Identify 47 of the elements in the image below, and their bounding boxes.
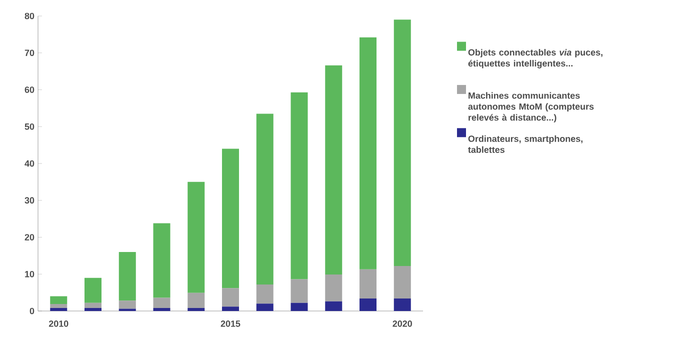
x-tick-label: 2010 [48, 320, 68, 327]
y-tick-label: 80 [24, 12, 34, 20]
bar [222, 148, 240, 288]
bar [325, 274, 342, 302]
bar [50, 296, 68, 304]
bar [84, 278, 102, 303]
bar [394, 298, 411, 311]
y-tick-label: 0 [30, 308, 34, 314]
y-tick-label: 10 [25, 270, 34, 278]
bar [188, 308, 205, 311]
bar [256, 284, 274, 304]
bar [290, 302, 308, 311]
bar [394, 20, 411, 266]
bar [50, 304, 68, 308]
bar [153, 298, 170, 308]
x-tick-label: 2020 [392, 320, 412, 327]
bar [84, 302, 102, 308]
bar [394, 266, 411, 298]
bar [188, 292, 205, 308]
bar [360, 298, 377, 311]
bar [222, 288, 240, 307]
y-tick-label: 20 [24, 234, 34, 240]
legend-label: Objets connectables via puces, étiquettes intelligentes... [468, 48, 602, 68]
y-tick-label: 70 [24, 50, 34, 56]
bar [256, 304, 274, 311]
x-tick-label: 2015 [220, 320, 240, 327]
bar [360, 269, 377, 298]
y-tick-label: 50 [24, 123, 34, 130]
bar [153, 223, 170, 298]
bar [118, 252, 136, 301]
y-tick-label: 30 [24, 197, 34, 204]
bar [290, 92, 308, 280]
legend-label: Ordinateurs, smartphones, tablettes [468, 135, 582, 153]
y-tick-label: 40 [24, 160, 34, 167]
bar [153, 308, 170, 311]
bar [188, 182, 205, 293]
bar [256, 114, 274, 284]
bar [118, 300, 136, 309]
bar [290, 279, 308, 303]
legend-label: Machines communicantes autonomes MtoM (compteurs relevés à distance...) [468, 92, 594, 122]
bar [325, 301, 342, 311]
bar [325, 65, 342, 274]
y-tick-label: 60 [24, 86, 34, 93]
bar [360, 37, 377, 270]
bar [84, 308, 102, 311]
bar [50, 308, 68, 311]
bar [222, 306, 240, 311]
